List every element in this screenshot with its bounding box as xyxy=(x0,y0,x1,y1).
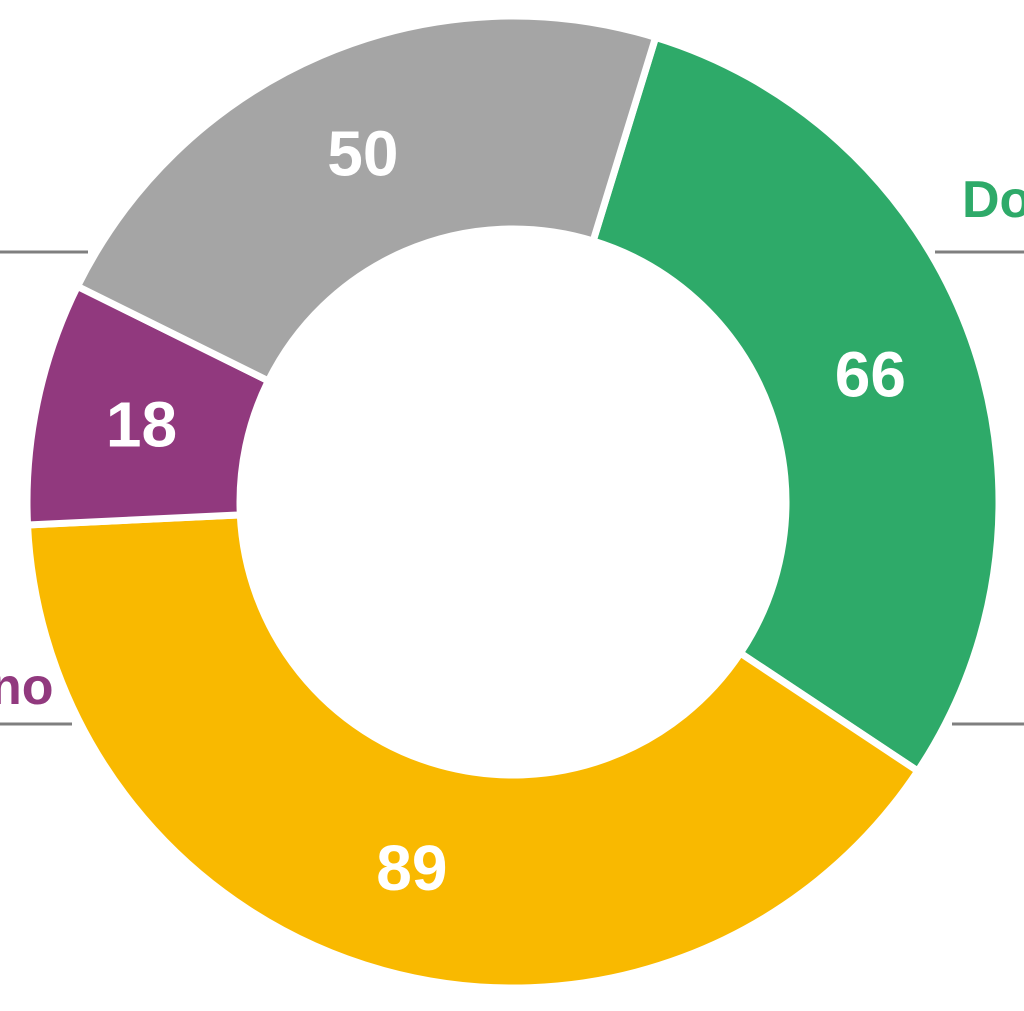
slice-name-label-do: Do xyxy=(962,171,1024,229)
donut-slices xyxy=(23,12,1003,992)
donut-value-labels: 66 89 18 50 xyxy=(106,117,906,903)
donut-value-label-1: 89 xyxy=(376,832,447,904)
donut-value-label-3: 50 xyxy=(327,117,398,189)
donut-slice-3[interactable] xyxy=(72,12,660,386)
slice-name-label-no: no xyxy=(0,658,54,716)
donut-slice-0[interactable] xyxy=(588,33,1003,776)
donut-value-label-0: 66 xyxy=(835,338,906,410)
donut-value-label-2: 18 xyxy=(106,388,177,460)
donut-slice-1[interactable] xyxy=(23,511,923,992)
